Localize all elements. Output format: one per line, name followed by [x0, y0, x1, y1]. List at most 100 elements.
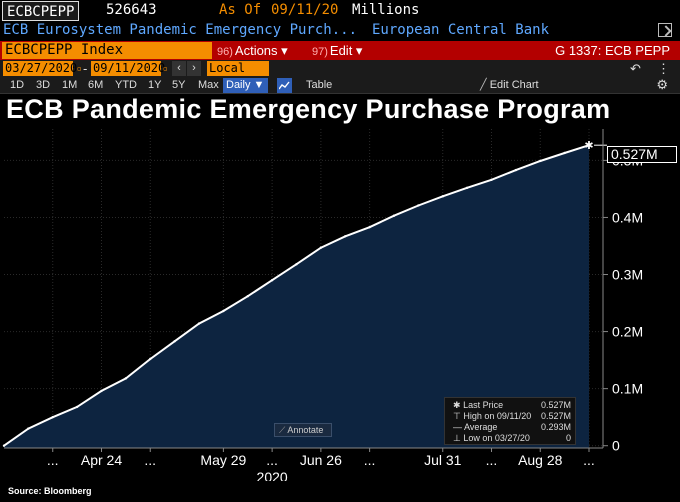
- start-date-input[interactable]: 03/27/2020: [3, 61, 78, 76]
- legend-row-high: ⊤ High on 09/11/20: [453, 411, 531, 422]
- legend-value: 0.527M: [540, 400, 571, 410]
- table-button[interactable]: Table: [306, 79, 333, 91]
- x-tick-label: ...: [144, 452, 156, 468]
- data-point: [222, 309, 225, 313]
- data-point: [344, 235, 347, 238]
- legend-value: 0: [565, 433, 571, 443]
- edit-label: Edit ▾: [329, 43, 363, 58]
- data-point: [319, 246, 323, 249]
- low-marker-icon: ⊥: [453, 433, 461, 443]
- source-note: Source: Bloomberg: [8, 486, 92, 496]
- source-name: European Central Bank: [372, 22, 550, 38]
- x-tick-label: ...: [47, 452, 59, 468]
- period-1d[interactable]: 1D: [10, 79, 25, 91]
- data-point: [368, 225, 371, 229]
- frequency-select[interactable]: Daily ▼: [223, 78, 268, 93]
- data-point: [392, 214, 396, 217]
- description-bar: ECB Eurosystem Pandemic Emergency Purch.…: [0, 22, 680, 41]
- end-date-input[interactable]: 09/11/2020: [91, 61, 166, 76]
- data-point: [539, 159, 542, 163]
- edit-chart-label: Edit Chart: [489, 79, 539, 91]
- frequency-label: Daily ▼: [226, 79, 265, 91]
- data-point: [417, 204, 420, 207]
- range-dash: -: [83, 61, 88, 76]
- legend-row-low: ⊥ Low on 03/27/20: [453, 433, 530, 444]
- fullscreen-icon[interactable]: [658, 23, 672, 37]
- data-point: [149, 357, 152, 361]
- more-icon[interactable]: ⋮: [657, 61, 670, 76]
- data-point: [295, 263, 298, 266]
- legend-row-last: ✱ Last Price: [453, 400, 503, 411]
- security-input[interactable]: ECBCPEPP Index: [2, 42, 212, 59]
- undo-icon[interactable]: ↶: [630, 61, 641, 76]
- ticker-label: ECBCPEPP: [7, 4, 75, 20]
- period-toolbar: 1D 3D 1M 6M YTD 1Y 5Y Max Daily ▼ Table …: [0, 77, 680, 94]
- x-tick-label: May 29: [200, 452, 246, 468]
- data-point: [100, 389, 103, 393]
- actions-label: Actions ▾: [234, 43, 288, 58]
- period-1m[interactable]: 1M: [62, 79, 78, 91]
- legend-row-average: — Average: [453, 422, 497, 433]
- average-marker-icon: —: [453, 422, 462, 432]
- prev-period-button[interactable]: ‹: [172, 61, 186, 76]
- calendar-icon[interactable]: ▫: [163, 61, 168, 76]
- legend-label: Last Price: [463, 400, 504, 410]
- data-point: [270, 279, 274, 282]
- y-tick-label: 0: [612, 438, 620, 454]
- line-chart-icon[interactable]: [277, 78, 292, 93]
- data-point: [563, 151, 566, 155]
- data-point: [51, 415, 54, 419]
- command-bar: ECBCPEPP Index 96) Actions ▾ 97) Edit ▾ G …: [0, 41, 680, 60]
- edit-chart-button[interactable]: ╱ Edit Chart: [480, 78, 539, 93]
- security-description: ECB Eurosystem Pandemic Emergency Purch.…: [3, 22, 358, 38]
- data-point: [197, 322, 201, 325]
- data-point: [75, 405, 79, 409]
- legend-box: ✱ Last Price 0.527M ⊤ High on 09/11/20 0…: [444, 397, 576, 445]
- area-series: ✱: [2, 140, 607, 448]
- annotate-button[interactable]: ⟋ Annotate: [274, 423, 332, 437]
- page-code: G 1337: ECB PEPP: [555, 43, 670, 58]
- period-5y[interactable]: 5Y: [172, 79, 186, 91]
- period-max[interactable]: Max: [198, 79, 219, 91]
- data-point: [514, 168, 518, 172]
- last-price-marker: ✱: [584, 140, 593, 152]
- high-marker-icon: ⊤: [453, 411, 461, 421]
- next-period-button[interactable]: ›: [187, 61, 201, 76]
- area-fill: [4, 145, 589, 448]
- data-point: [490, 178, 493, 181]
- x-tick-label: Apr 24: [81, 452, 122, 468]
- x-axis: ... Apr 24... May 29... Jun 26... Jul 31... A…: [4, 447, 603, 481]
- period-ytd[interactable]: YTD: [115, 79, 137, 91]
- edit-shortcut: 97): [312, 46, 328, 58]
- actions-menu-button[interactable]: 96) Actions ▾: [217, 42, 288, 59]
- period-1y[interactable]: 1Y: [148, 79, 162, 91]
- gear-icon[interactable]: ⚙: [656, 77, 668, 92]
- currency-select[interactable]: Local CCY: [207, 61, 269, 90]
- x-tick-label: ...: [364, 452, 376, 468]
- x-tick-label: ...: [266, 452, 278, 468]
- legend-label: High on 09/11/20: [463, 411, 532, 421]
- edit-menu-button[interactable]: 97) Edit ▾: [312, 42, 362, 59]
- pencil-icon: ╱: [480, 79, 487, 91]
- data-point: [465, 186, 469, 189]
- data-point: [587, 143, 591, 147]
- x-tick-label: Aug 28: [518, 452, 563, 468]
- data-point: [124, 377, 128, 380]
- chart-area[interactable]: ✱ ... Apr 24... May 29... Jun 26... Jul 31..…: [0, 125, 680, 481]
- ticker-field[interactable]: ECBCPEPP: [2, 1, 80, 21]
- last-price-tag: 0.527M: [607, 146, 677, 163]
- period-3d[interactable]: 3D: [36, 79, 51, 91]
- x-tick-label: Jul 31: [424, 452, 462, 468]
- calendar-icon[interactable]: ▫: [77, 61, 82, 76]
- units-label: Millions: [352, 2, 420, 18]
- data-point: [2, 444, 6, 447]
- period-6m[interactable]: 6M: [88, 79, 104, 91]
- pencil-icon: ⟋: [279, 425, 286, 435]
- legend-value: 0.527M: [540, 411, 571, 421]
- x-tick-label: ...: [583, 452, 595, 468]
- data-point: [441, 195, 444, 198]
- y-tick-label: 0.1M: [612, 381, 643, 397]
- y-tick-label: 0.2M: [612, 324, 643, 340]
- y-axis: 00.1M0.2M0.3M0.4M0.5M: [602, 129, 643, 454]
- data-point: [246, 295, 249, 298]
